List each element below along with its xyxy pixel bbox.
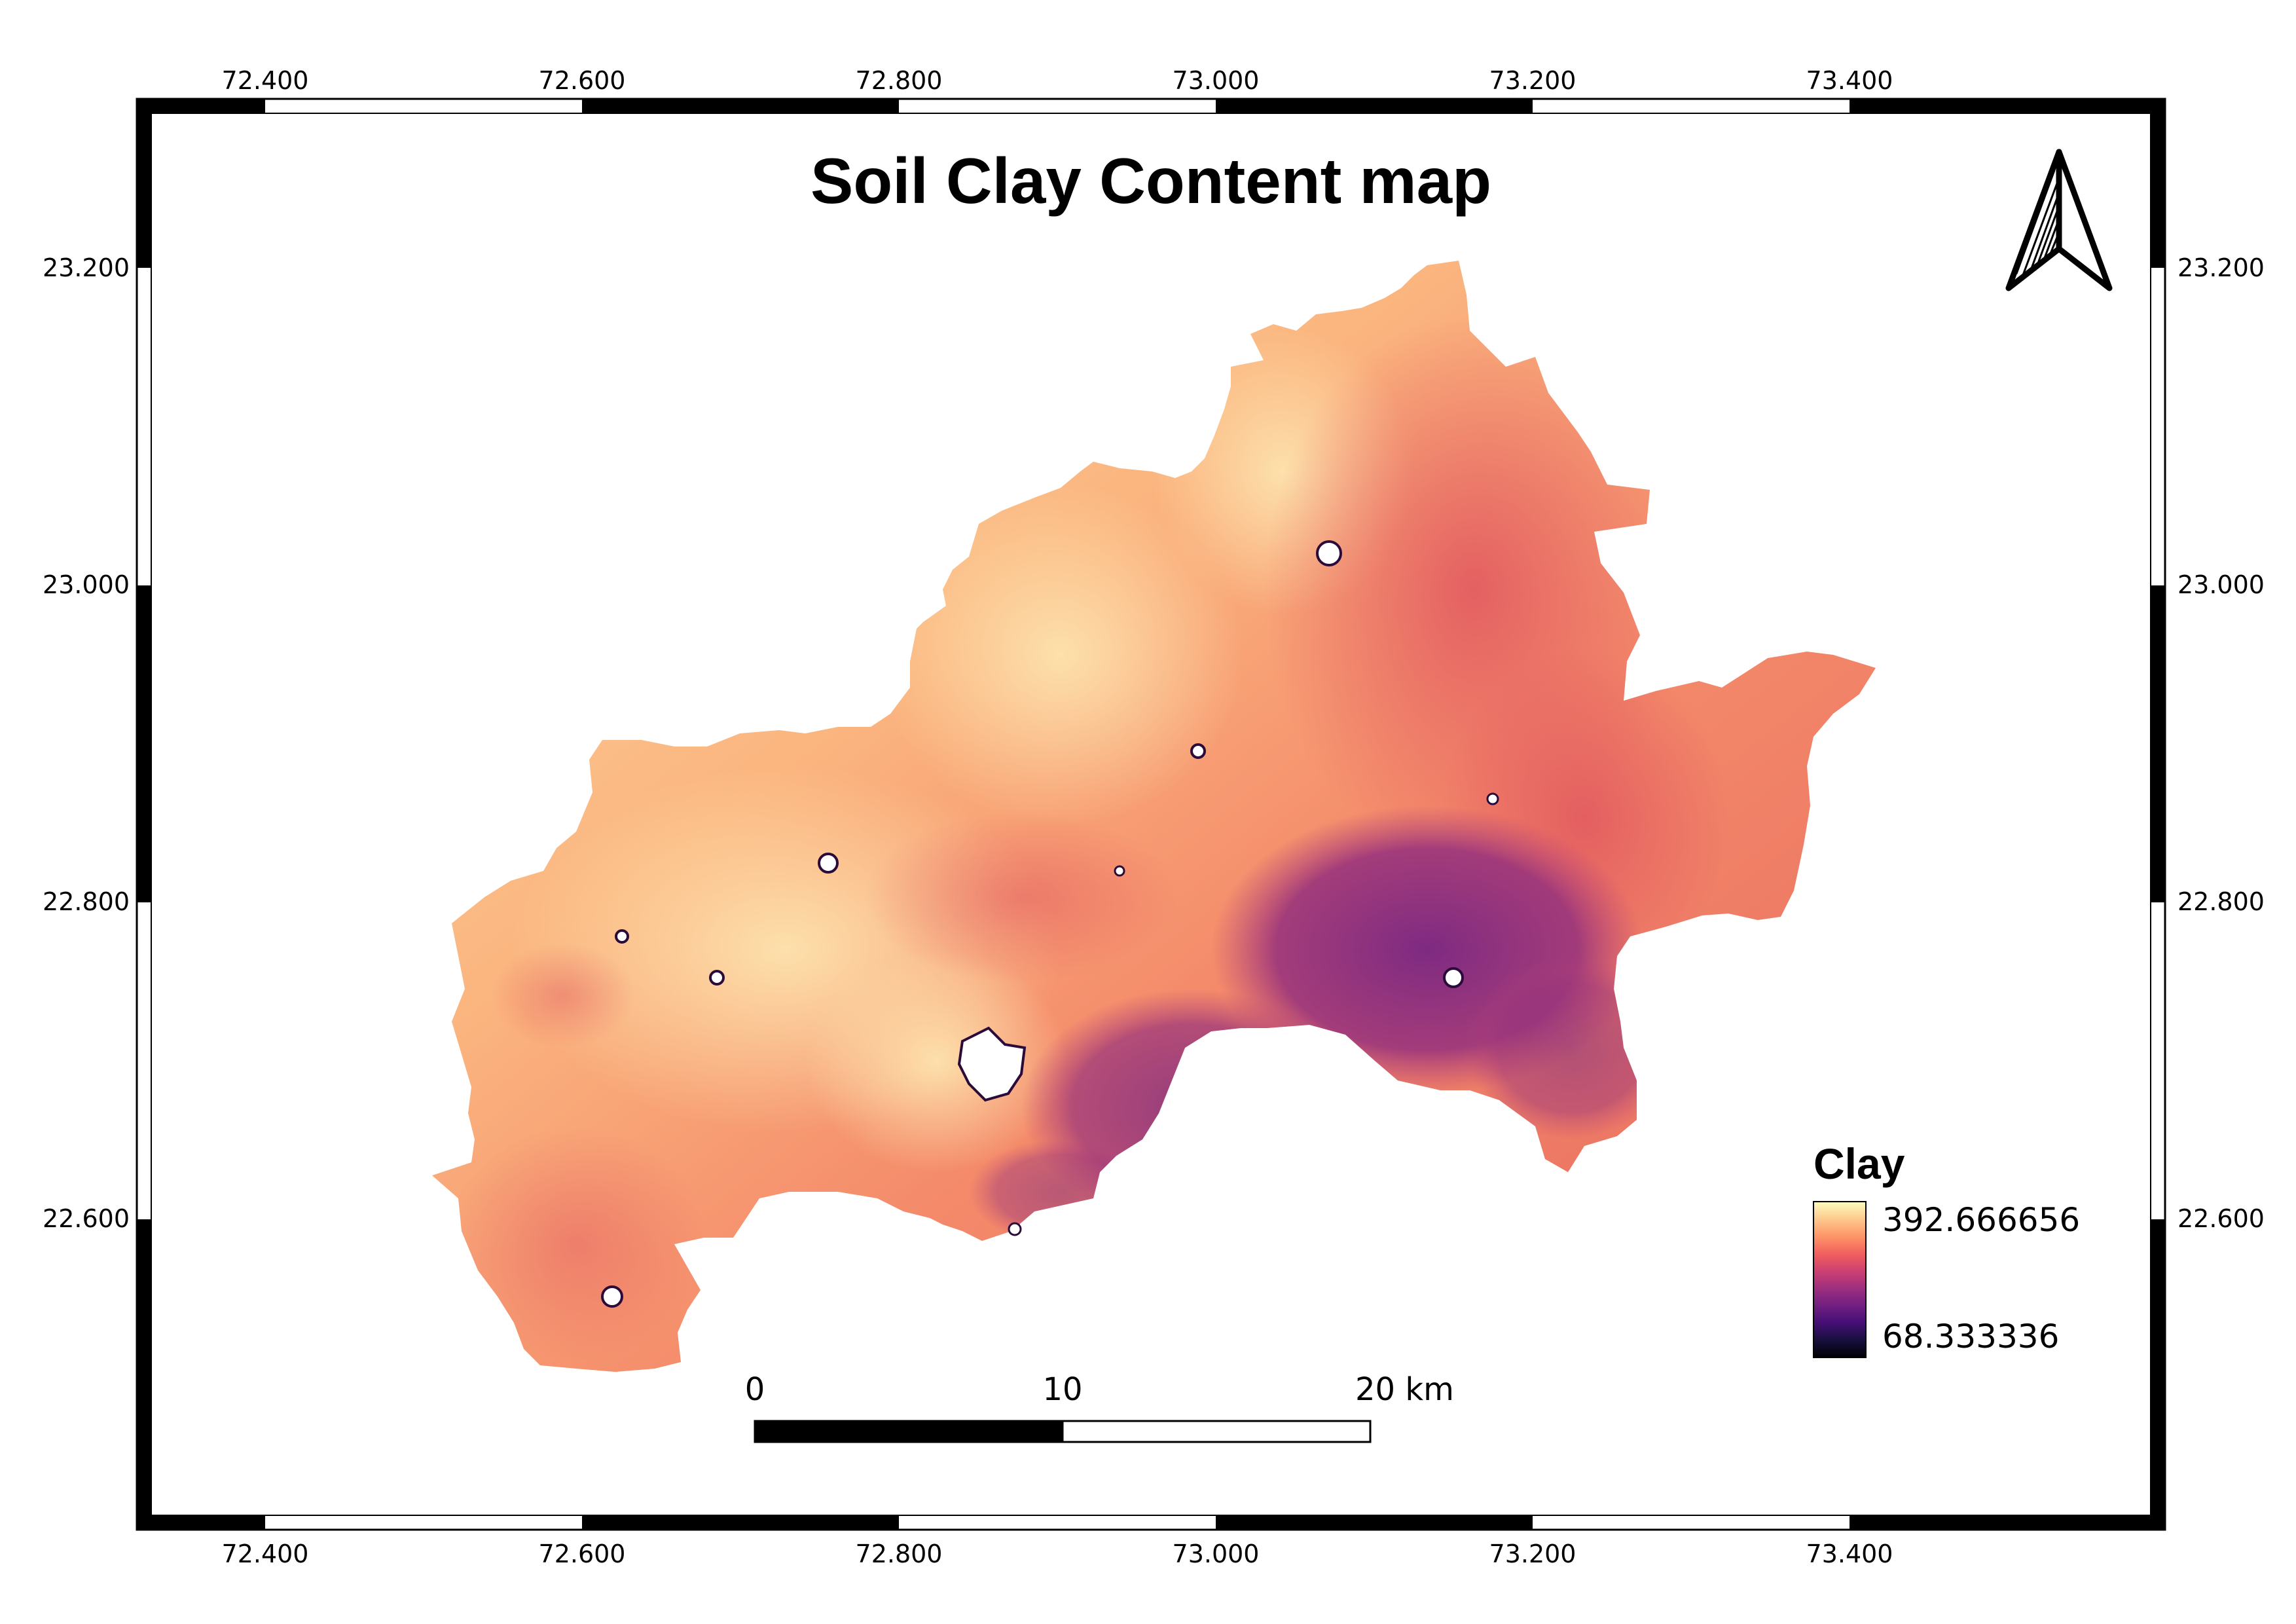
y-tick-label: 22.800 [2178, 887, 2265, 916]
y-tick-label: 23.000 [43, 570, 130, 599]
frame-left-segments [137, 99, 151, 1530]
no-data-hole [1114, 865, 1125, 877]
light-zone [877, 485, 1244, 825]
frame-inner-border [151, 113, 2151, 1516]
legend-color-ramp [1813, 1201, 1867, 1358]
y-tick-label: 22.800 [43, 887, 130, 916]
legend: Clay 392.666656 68.333336 [1813, 1139, 2080, 1358]
x-tick-label: 72.600 [539, 66, 626, 95]
y-tick-labels-right: 23.200 23.000 22.800 22.600 [2178, 253, 2265, 1233]
red-zone [445, 1126, 707, 1362]
no-data-hole [1316, 540, 1342, 566]
y-tick-label: 23.000 [2178, 570, 2265, 599]
x-tick-label: 73.200 [1489, 1540, 1576, 1568]
frame-segment [137, 585, 151, 902]
x-tick-label: 72.400 [222, 66, 309, 95]
no-data-hole [1008, 1222, 1022, 1236]
x-tick-label: 73.200 [1489, 66, 1576, 95]
no-data-holes [601, 540, 1499, 1308]
scale-label-0: 0 [745, 1371, 765, 1408]
x-tick-label: 72.400 [222, 1540, 309, 1568]
red-zone [864, 812, 1178, 982]
x-tick-label: 72.800 [856, 1540, 943, 1568]
purple-zone [969, 1139, 1152, 1244]
no-data-hole [1190, 743, 1206, 759]
scale-bar: 0 10 20 km [745, 1371, 1454, 1443]
no-data-hole [709, 970, 725, 986]
y-tick-label: 23.200 [43, 253, 130, 282]
legend-max-label: 392.666656 [1882, 1201, 2080, 1239]
scale-bar-segment-black [754, 1420, 1064, 1443]
no-data-hole [957, 1026, 1027, 1102]
map-title: Soil Clay Content map [811, 145, 1491, 217]
frame-segment [2151, 1219, 2165, 1530]
x-tick-label: 73.400 [1806, 1540, 1893, 1568]
north-arrow-icon [2005, 149, 2113, 291]
region-overlays [445, 314, 1728, 1362]
x-tick-label: 73.000 [1173, 66, 1260, 95]
light-zone [805, 950, 1067, 1172]
x-tick-labels-bottom: 72.400 72.600 72.800 73.000 73.200 73.40… [222, 1540, 1893, 1568]
frame-segment [582, 1515, 899, 1530]
clay-raster-region [432, 261, 1876, 1372]
no-data-hole [601, 1285, 623, 1308]
red-zone [491, 943, 635, 1048]
y-tick-label: 23.200 [2178, 253, 2265, 282]
frame-segment [1850, 99, 2164, 113]
legend-min-label: 68.333336 [1882, 1318, 2059, 1356]
y-tick-labels-left: 23.200 23.000 22.800 22.600 [43, 253, 130, 1233]
y-tick-label: 22.600 [43, 1204, 130, 1233]
y-tick-label: 22.600 [2178, 1204, 2265, 1233]
scale-bar-segment-white [1061, 1420, 1372, 1443]
x-tick-labels-top: 72.400 72.600 72.800 73.000 73.200 73.40… [222, 66, 1893, 95]
legend-title: Clay [1813, 1139, 1905, 1188]
frame-segment [2151, 585, 2165, 902]
no-data-hole [1486, 792, 1499, 805]
x-tick-label: 73.400 [1806, 66, 1893, 95]
frame-segment [2151, 99, 2165, 268]
purple-zone [1467, 956, 1676, 1139]
no-data-hole [818, 853, 839, 874]
x-tick-label: 72.600 [539, 1540, 626, 1568]
frame-segment [137, 99, 265, 113]
frame-top-segments [137, 99, 2164, 113]
scale-label-10: 10 [1042, 1371, 1082, 1408]
no-data-hole [615, 929, 629, 944]
frame-segment [137, 1515, 265, 1530]
frame-right-segments [2151, 99, 2165, 1530]
frame-segment [1850, 1515, 2164, 1530]
frame-segment [582, 99, 899, 113]
frame-bottom-segments [137, 1515, 2164, 1530]
x-tick-label: 73.000 [1173, 1540, 1260, 1568]
no-data-hole [1443, 967, 1464, 988]
frame-segment [1216, 1515, 1533, 1530]
frame-segment [1216, 99, 1533, 113]
scale-label-20: 20 km [1355, 1371, 1454, 1408]
map-frame [136, 98, 2166, 1531]
x-tick-label: 72.800 [856, 66, 943, 95]
frame-segment [137, 99, 151, 268]
frame-segment [137, 1219, 151, 1530]
